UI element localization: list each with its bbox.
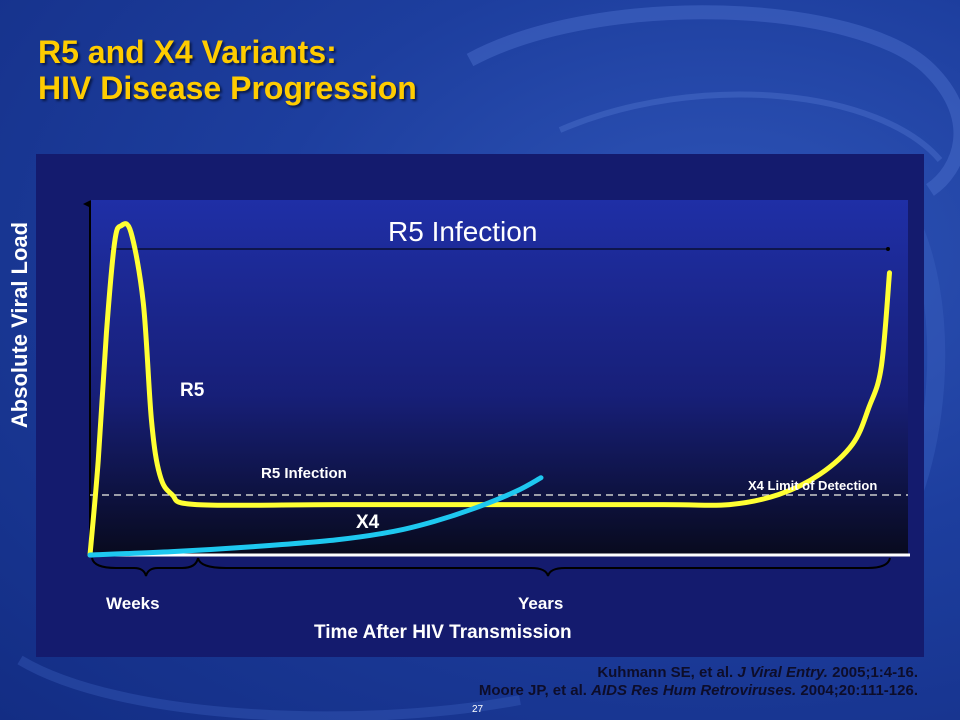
years-brace [197, 557, 891, 577]
x4-series-label: X4 [356, 512, 380, 533]
r5-series-label: R5 [180, 380, 205, 401]
x-tick-weeks: Weeks [106, 594, 160, 613]
chart-title: R5 Infection [388, 216, 538, 247]
citation-2: Moore JP, et al. AIDS Res Hum Retrovirus… [478, 682, 918, 699]
citations: Kuhmann SE, et al. J Viral Entry. 2005;1… [479, 664, 918, 700]
r5-infection-line-end [886, 247, 890, 251]
slide-title: R5 and X4 Variants: HIV Disease Progress… [38, 34, 417, 106]
series-line-r5 [87, 221, 892, 558]
r5-infection-small-label: R5 Infection [261, 465, 347, 482]
x-axis-title: Time After HIV Transmission [314, 622, 572, 643]
chart-svg [83, 200, 910, 577]
title-line-1: R5 and X4 Variants: [38, 34, 337, 70]
weeks-brace [91, 557, 199, 577]
title-line-2: HIV Disease Progression [38, 70, 417, 106]
series-layer [87, 221, 892, 558]
y-axis-title-text: Absolute Viral Load [7, 221, 32, 429]
x4-limit-label: X4 Limit of Detection [748, 478, 878, 493]
x-tick-years: Years [518, 594, 564, 613]
citation-1: Kuhmann SE, et al. J Viral Entry. 2005;1… [597, 664, 918, 681]
chart-panel: R5 Infection R5 R5 Infection X4 Limit of… [36, 154, 924, 657]
page-number: 27 [472, 704, 484, 715]
series-line-x4 [87, 475, 544, 558]
